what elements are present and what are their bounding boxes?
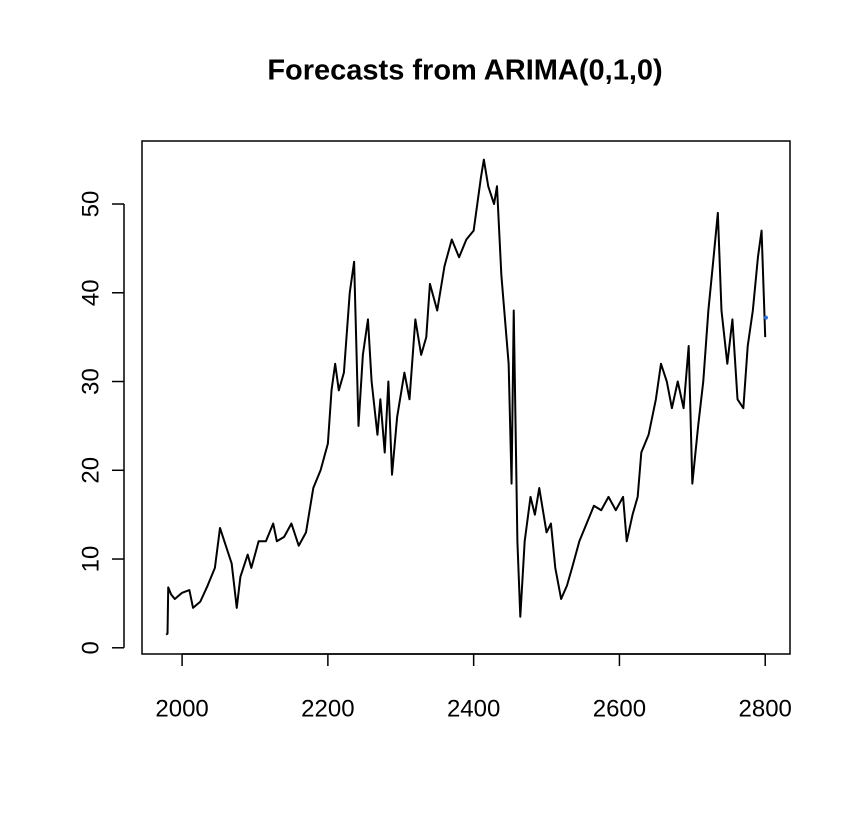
chart-title: Forecasts from ARIMA(0,1,0) (267, 55, 662, 87)
x-tick-label: 2200 (301, 695, 354, 722)
y-tick-label: 0 (77, 641, 104, 654)
forecast-point (763, 315, 768, 320)
y-tick-label: 10 (77, 546, 104, 573)
y-tick-label: 50 (77, 191, 104, 218)
y-tick-label: 30 (77, 368, 104, 395)
x-tick-label: 2800 (739, 695, 792, 722)
y-tick-label: 40 (77, 279, 104, 306)
x-tick-label: 2400 (447, 695, 500, 722)
y-tick-label: 20 (77, 457, 104, 484)
x-tick-label: 2000 (155, 695, 208, 722)
x-tick-label: 2600 (593, 695, 646, 722)
data-line (165, 158, 767, 636)
plot-box (141, 140, 791, 655)
